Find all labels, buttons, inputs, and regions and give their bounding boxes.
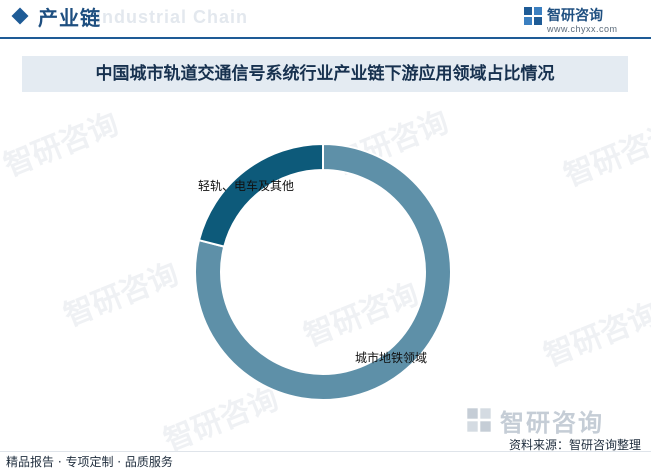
footer-bar: 精品报告 · 专项定制 · 品质服务: [0, 451, 651, 471]
brand-name: 智研咨询: [547, 8, 603, 24]
section-title: 产业链: [38, 6, 101, 30]
footer-logo-icon: [467, 408, 491, 432]
footer-brand-name: 智研咨询: [500, 409, 604, 437]
chart-title-band: 中国城市轨道交通信号系统行业产业链下游应用领域占比情况: [22, 56, 628, 92]
chart-title: 中国城市轨道交通信号系统行业产业链下游应用领域占比情况: [95, 64, 555, 84]
diamond-icon: [11, 7, 29, 25]
brand-url: www.chyxx.com: [547, 24, 618, 34]
brand-logo-block: 智研咨询 www.chyxx.com: [523, 4, 643, 36]
donut-slice-1: [197, 142, 324, 248]
slice-label-1: 轻轨、电车及其他: [198, 178, 294, 193]
header: Industrial Chain 产业链 智研咨询 www.chyxx.com: [0, 0, 651, 39]
slice-label-0: 城市地铁领域: [355, 350, 427, 365]
donut-chart: 城市地铁领域 轻轨、电车及其他: [194, 142, 452, 401]
footer-services: 精品报告 · 专项定制 · 品质服务: [6, 455, 173, 469]
brand-logo-icon: [524, 7, 542, 25]
footer-brand-watermark: 智研咨询: [466, 403, 646, 439]
donut-slice-0: [194, 142, 452, 401]
source-note: 资料来源：智研咨询整理: [508, 438, 641, 452]
header-ghost-text: Industrial Chain: [96, 7, 249, 27]
header-divider: [0, 37, 651, 39]
